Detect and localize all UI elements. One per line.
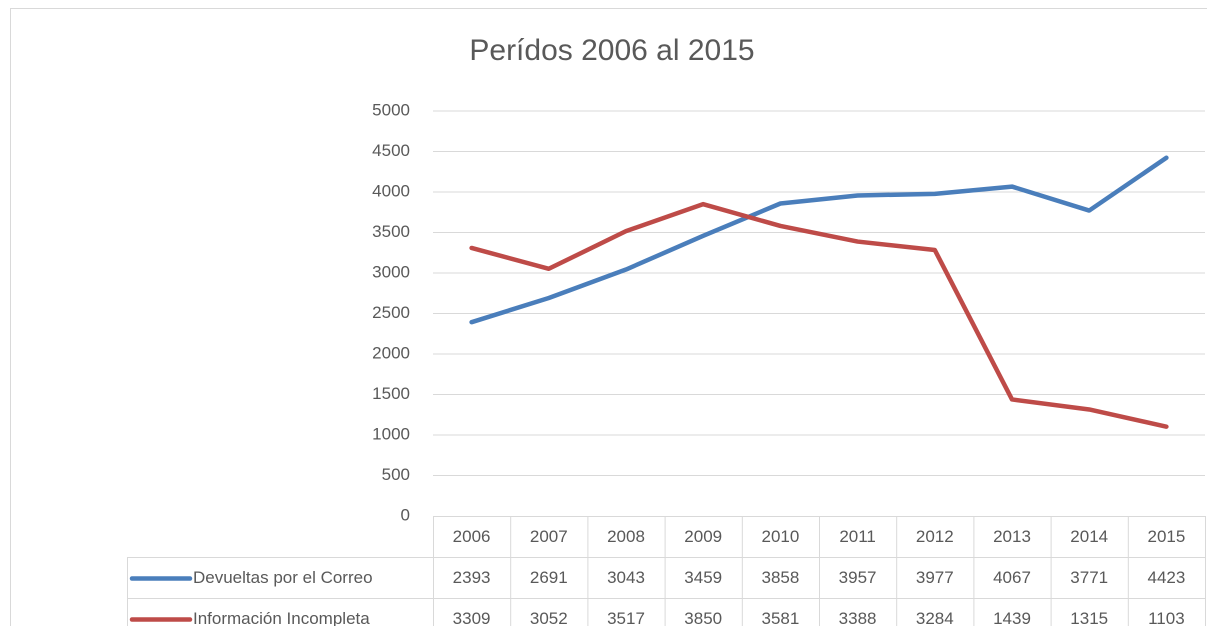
legend-label: Devueltas por el Correo xyxy=(193,568,373,587)
y-tick-label: 0 xyxy=(401,505,410,524)
x-tick-label: 2013 xyxy=(993,527,1031,546)
table-value: 3581 xyxy=(761,609,799,626)
chart-border xyxy=(10,8,1207,626)
table-value: 3459 xyxy=(684,568,722,587)
x-tick-label: 2010 xyxy=(761,527,799,546)
x-tick-label: 2015 xyxy=(1147,527,1185,546)
series-line xyxy=(469,201,1169,429)
table-value: 2691 xyxy=(530,568,568,587)
table-value: 3850 xyxy=(684,609,722,626)
x-tick-label: 2011 xyxy=(839,527,876,546)
y-tick-label: 1500 xyxy=(372,384,410,403)
table-value: 3388 xyxy=(839,609,877,626)
table-value: 3977 xyxy=(916,568,954,587)
table-value: 3957 xyxy=(839,568,877,587)
table-value: 3309 xyxy=(453,609,491,626)
x-tick-label: 2006 xyxy=(453,527,491,546)
y-tick-label: 3000 xyxy=(372,262,410,281)
y-tick-label: 2000 xyxy=(372,343,410,362)
y-tick-label: 4000 xyxy=(372,181,410,200)
table-value: 1103 xyxy=(1148,609,1185,626)
x-tick-label: 2009 xyxy=(684,527,722,546)
table-value: 3858 xyxy=(761,568,799,587)
legend-label: Información Incompleta xyxy=(193,609,370,626)
table-value: 4067 xyxy=(993,568,1031,587)
table-value: 3517 xyxy=(607,609,645,626)
y-tick-label: 4500 xyxy=(372,141,410,160)
y-tick-label: 2500 xyxy=(372,303,410,322)
table-value: 3771 xyxy=(1070,568,1108,587)
x-tick-label: 2008 xyxy=(607,527,645,546)
table-value: 1439 xyxy=(993,609,1031,626)
series-line xyxy=(469,155,1169,325)
table-value: 2393 xyxy=(453,568,491,587)
y-tick-label: 1000 xyxy=(372,424,410,443)
table-value: 4423 xyxy=(1147,568,1185,587)
y-tick-label: 500 xyxy=(382,465,410,484)
x-tick-label: 2014 xyxy=(1070,527,1108,546)
chart-title: Perídos 2006 al 2015 xyxy=(469,34,754,67)
table-value: 1315 xyxy=(1070,609,1108,626)
table-value: 3284 xyxy=(916,609,954,626)
y-tick-label: 3500 xyxy=(372,222,410,241)
y-tick-label: 5000 xyxy=(372,100,410,119)
table-value: 3052 xyxy=(530,609,568,626)
x-tick-label: 2012 xyxy=(916,527,954,546)
table-value: 3043 xyxy=(607,568,645,587)
x-tick-label: 2007 xyxy=(530,527,568,546)
